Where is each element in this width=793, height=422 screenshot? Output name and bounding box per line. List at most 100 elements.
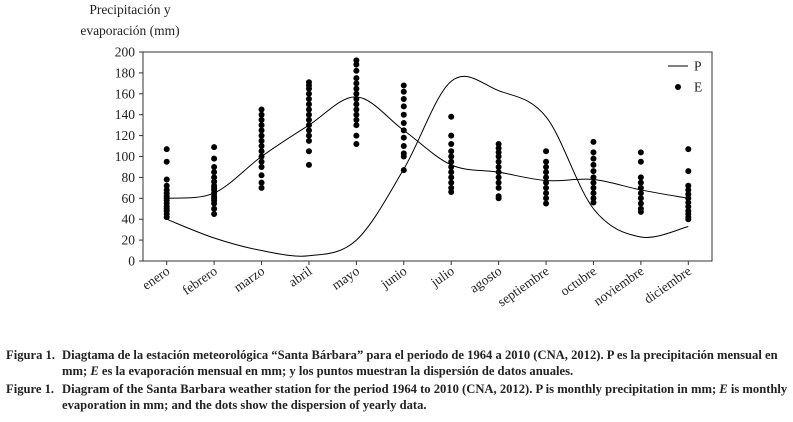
dot bbox=[448, 148, 455, 155]
y-tick-label: 140 bbox=[115, 107, 136, 122]
dot bbox=[637, 149, 644, 156]
dot bbox=[543, 169, 550, 176]
dot bbox=[400, 127, 407, 134]
dot bbox=[353, 80, 360, 87]
dot bbox=[495, 158, 502, 165]
dot bbox=[353, 85, 360, 92]
x-tick-label: febrero bbox=[179, 263, 220, 298]
dot bbox=[400, 153, 407, 160]
dot bbox=[305, 116, 312, 123]
dot bbox=[448, 184, 455, 191]
dot bbox=[637, 174, 644, 181]
x-tick-label: agosto bbox=[467, 263, 505, 296]
dot bbox=[543, 179, 550, 186]
dot bbox=[590, 190, 597, 197]
dot bbox=[637, 190, 644, 197]
dot bbox=[353, 67, 360, 74]
dot bbox=[305, 127, 312, 134]
dot bbox=[305, 85, 312, 92]
line bbox=[166, 75, 689, 257]
dot bbox=[590, 155, 597, 162]
dot bbox=[305, 90, 312, 97]
dot bbox=[400, 134, 407, 141]
caption-text: Diagram of the Santa Barbara weather sta… bbox=[62, 381, 788, 413]
legend-marker bbox=[675, 84, 681, 90]
plot-frame bbox=[142, 51, 713, 262]
dot bbox=[258, 116, 265, 123]
y-tick-label: 100 bbox=[115, 149, 136, 164]
dot bbox=[685, 195, 692, 202]
dot bbox=[258, 132, 265, 139]
dot bbox=[685, 199, 692, 206]
dot bbox=[258, 137, 265, 144]
x-tick-label: septiembre bbox=[495, 263, 552, 309]
dot bbox=[400, 82, 407, 89]
dot bbox=[685, 146, 692, 153]
y-tick-label: 160 bbox=[115, 86, 136, 101]
caption-text: Diagtama de la estación meteorológica “S… bbox=[62, 347, 788, 379]
caption-text: is monthly evaporation in mm; and the do… bbox=[62, 382, 788, 412]
x-tick-label: junio bbox=[377, 263, 409, 292]
x-tick-label: diciembre bbox=[641, 263, 694, 306]
dot bbox=[495, 163, 502, 170]
dot bbox=[353, 101, 360, 108]
dot bbox=[590, 138, 597, 145]
dot bbox=[637, 158, 644, 165]
dot bbox=[305, 161, 312, 168]
caption-text: Diagram of the Santa Barbara weather sta… bbox=[62, 382, 720, 396]
legend-label: E bbox=[694, 80, 702, 95]
dot bbox=[685, 182, 692, 189]
dot bbox=[685, 191, 692, 198]
y-tick-label: 200 bbox=[115, 45, 136, 60]
dot bbox=[543, 148, 550, 155]
x-tick-label: marzo bbox=[231, 263, 267, 295]
dot bbox=[305, 132, 312, 139]
dot bbox=[637, 184, 644, 191]
dot bbox=[258, 148, 265, 155]
dot bbox=[543, 184, 550, 191]
dot bbox=[163, 146, 170, 153]
caption-label: Figura 1. bbox=[6, 348, 55, 362]
dot bbox=[305, 122, 312, 129]
dot bbox=[495, 169, 502, 176]
dot bbox=[211, 169, 218, 176]
dot bbox=[353, 106, 360, 113]
dot bbox=[163, 182, 170, 189]
dot bbox=[448, 153, 455, 160]
dot bbox=[353, 96, 360, 103]
caption-en: Figure 1. Diagram of the Santa Barbara w… bbox=[6, 381, 788, 413]
y-tick-label: 60 bbox=[122, 191, 136, 206]
dot bbox=[543, 190, 550, 197]
dot bbox=[305, 106, 312, 113]
dot bbox=[353, 90, 360, 97]
dot bbox=[258, 122, 265, 129]
dot bbox=[400, 88, 407, 95]
dot bbox=[353, 116, 360, 123]
dot bbox=[305, 96, 312, 103]
dot bbox=[637, 179, 644, 186]
dot bbox=[211, 144, 218, 151]
dot bbox=[590, 161, 597, 168]
caption-es: Figura 1. Diagtama de la estación meteor… bbox=[6, 347, 788, 379]
dot bbox=[211, 155, 218, 162]
dot bbox=[258, 184, 265, 191]
dot bbox=[495, 184, 502, 191]
dot bbox=[258, 172, 265, 179]
caption-text: E bbox=[90, 364, 99, 378]
dot bbox=[590, 199, 597, 206]
dot bbox=[495, 153, 502, 160]
dot bbox=[400, 111, 407, 118]
dot bbox=[495, 179, 502, 186]
dot bbox=[353, 122, 360, 129]
y-tick-label: 80 bbox=[122, 170, 136, 185]
dot bbox=[305, 111, 312, 118]
dot bbox=[448, 169, 455, 176]
dot bbox=[590, 195, 597, 202]
dot bbox=[258, 106, 265, 113]
legend-label: P bbox=[694, 59, 702, 74]
x-tick-label: noviembre bbox=[591, 263, 647, 308]
dot bbox=[685, 168, 692, 175]
dot bbox=[353, 57, 360, 64]
x-tick-label: octubre bbox=[557, 263, 599, 299]
y-axis-label: evaporación (mm) bbox=[80, 23, 179, 38]
